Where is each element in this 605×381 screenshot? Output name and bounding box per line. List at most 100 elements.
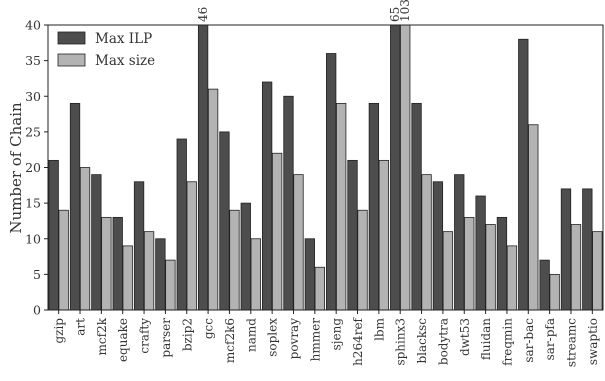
x-tick-label-dwt53: dwt53 — [458, 318, 472, 356]
bar-max-ilp-blacksc — [411, 102, 422, 311]
x-tick-label-art: art — [74, 318, 88, 336]
x-tick-label-freqmin: freqmin — [500, 318, 514, 366]
y-tick-label: 30 — [25, 89, 41, 104]
bar-max-ilp-lbm — [368, 102, 380, 311]
bar-max-size-soplex — [271, 152, 283, 311]
x-tick-label-sar-pfa: sar-pfa — [543, 318, 557, 360]
x-tick-label-crafty: crafty — [138, 318, 152, 354]
y-tick-label: 40 — [25, 18, 41, 33]
bar-max-ilp-swaptio — [582, 188, 593, 311]
x-tick-label-bzip2: bzip2 — [180, 318, 194, 351]
bar-max-ilp-h264ref — [347, 159, 358, 311]
x-tick-label-mcf2k: mcf2k — [95, 317, 109, 355]
legend-swatch-max-size — [57, 53, 86, 67]
bar-max-size-h264ref — [357, 209, 368, 311]
x-tick-label-sphinx3: sphinx3 — [394, 318, 408, 366]
overflow-label-sphinx3-max-size: 103 — [398, 0, 412, 22]
bar-max-ilp-art — [69, 102, 81, 311]
x-tick-label-sjeng: sjeng — [330, 318, 344, 351]
x-tick-label-parser: parser — [159, 318, 173, 358]
bar-max-size-equake — [122, 245, 133, 311]
bar-max-size-hmmer — [314, 266, 325, 311]
x-tick-label-namd: namd — [244, 318, 258, 352]
y-tick-label: 5 — [33, 267, 41, 282]
x-tick-label-povray: povray — [287, 318, 301, 360]
bar-max-ilp-hmmer — [304, 238, 315, 311]
overflow-label-gcc-max-ilp: 46 — [196, 7, 210, 22]
x-tick-label-hmmer: hmmer — [308, 318, 322, 362]
bar-max-size-gcc — [207, 88, 219, 311]
bar-max-size-bzip2 — [186, 181, 197, 311]
bar-max-ilp-streamc — [560, 188, 572, 311]
bar-max-ilp-bodytra — [432, 181, 444, 311]
legend: Max ILP Max size — [57, 31, 155, 69]
bar-max-ilp-freqmin — [496, 216, 508, 311]
x-tick-label-mcf2k6: mcf2k6 — [223, 318, 237, 363]
x-tick-label-gzip: gzip — [52, 318, 66, 344]
bar-max-ilp-dwt53 — [454, 174, 465, 311]
bar-max-ilp-sphinx3 — [390, 24, 401, 311]
bar-max-size-art — [79, 167, 91, 311]
x-tick-label-blacksc: blacksc — [415, 318, 429, 364]
bar-max-ilp-bzip2 — [176, 138, 187, 311]
legend-label-max-size: Max size — [95, 53, 155, 69]
y-tick-label: 10 — [25, 231, 41, 246]
x-tick-label-soplex: soplex — [266, 318, 280, 357]
bar-max-size-sar-bac — [528, 124, 539, 311]
bar-max-size-freqmin — [506, 245, 518, 311]
bar-max-ilp-povray — [283, 95, 294, 311]
overflow-label-sphinx3-max-ilp: 65 — [388, 7, 402, 22]
bar-max-size-mcf2k6 — [229, 209, 240, 311]
bar-max-size-blacksc — [421, 174, 432, 311]
x-tick-label-sar-bac: sar-bac — [522, 318, 536, 363]
y-tick-label: 35 — [25, 53, 41, 68]
x-tick-label-fluidan: fluidan — [479, 318, 493, 360]
y-axis-label: Number of Chain — [7, 102, 25, 234]
bar-max-size-bodytra — [442, 231, 454, 311]
legend-swatch-max-ilp — [57, 31, 86, 45]
bar-max-ilp-sjeng — [326, 53, 337, 311]
bar-max-ilp-mcf2k6 — [219, 131, 230, 311]
bars-group — [48, 24, 603, 311]
bar-max-ilp-namd — [240, 202, 251, 311]
bar-max-size-fluidan — [485, 224, 496, 311]
x-tick-label-equake: equake — [116, 318, 130, 362]
bar-max-size-parser — [165, 259, 176, 311]
bar-max-size-sphinx3 — [400, 24, 411, 311]
x-tick-label-gcc: gcc — [202, 318, 216, 339]
bar-max-size-namd — [250, 238, 261, 311]
bar-max-ilp-gzip — [48, 159, 59, 311]
y-tick-label: 0 — [33, 303, 41, 318]
x-tick-label-bodytra: bodytra — [436, 318, 450, 365]
bar-max-size-mcf2k — [101, 216, 112, 311]
legend-label-max-ilp: Max ILP — [95, 31, 152, 47]
bar-max-ilp-mcf2k — [91, 174, 102, 311]
bar-max-ilp-sar-pfa — [539, 259, 550, 311]
bar-max-size-sar-pfa — [549, 273, 560, 311]
bar-max-size-sjeng — [336, 102, 347, 311]
x-tick-label-streamc: streamc — [564, 318, 578, 367]
bar-max-size-gzip — [58, 209, 69, 311]
x-tick-label-swaptio: swaptio — [586, 318, 600, 365]
bar-max-size-lbm — [378, 159, 390, 311]
bar-max-ilp-fluidan — [475, 195, 486, 311]
bar-max-size-swaptio — [592, 231, 603, 311]
bar-max-size-povray — [293, 174, 304, 311]
bar-max-size-dwt53 — [464, 216, 475, 311]
bar-max-ilp-crafty — [133, 181, 145, 311]
bar-max-ilp-gcc — [197, 24, 209, 311]
x-tick-label-h264ref: h264ref — [351, 316, 365, 365]
bar-max-size-crafty — [143, 231, 155, 311]
bar-max-size-streamc — [570, 224, 582, 311]
bar-max-ilp-parser — [155, 238, 166, 311]
y-tick-label: 15 — [25, 196, 41, 211]
bar-max-ilp-equake — [112, 216, 123, 311]
x-tick-label-lbm: lbm — [372, 317, 386, 341]
y-tick-label: 25 — [25, 124, 41, 139]
y-tick-label: 20 — [25, 160, 41, 175]
bar-max-ilp-sar-bac — [518, 38, 529, 311]
bar-max-ilp-soplex — [261, 81, 273, 311]
